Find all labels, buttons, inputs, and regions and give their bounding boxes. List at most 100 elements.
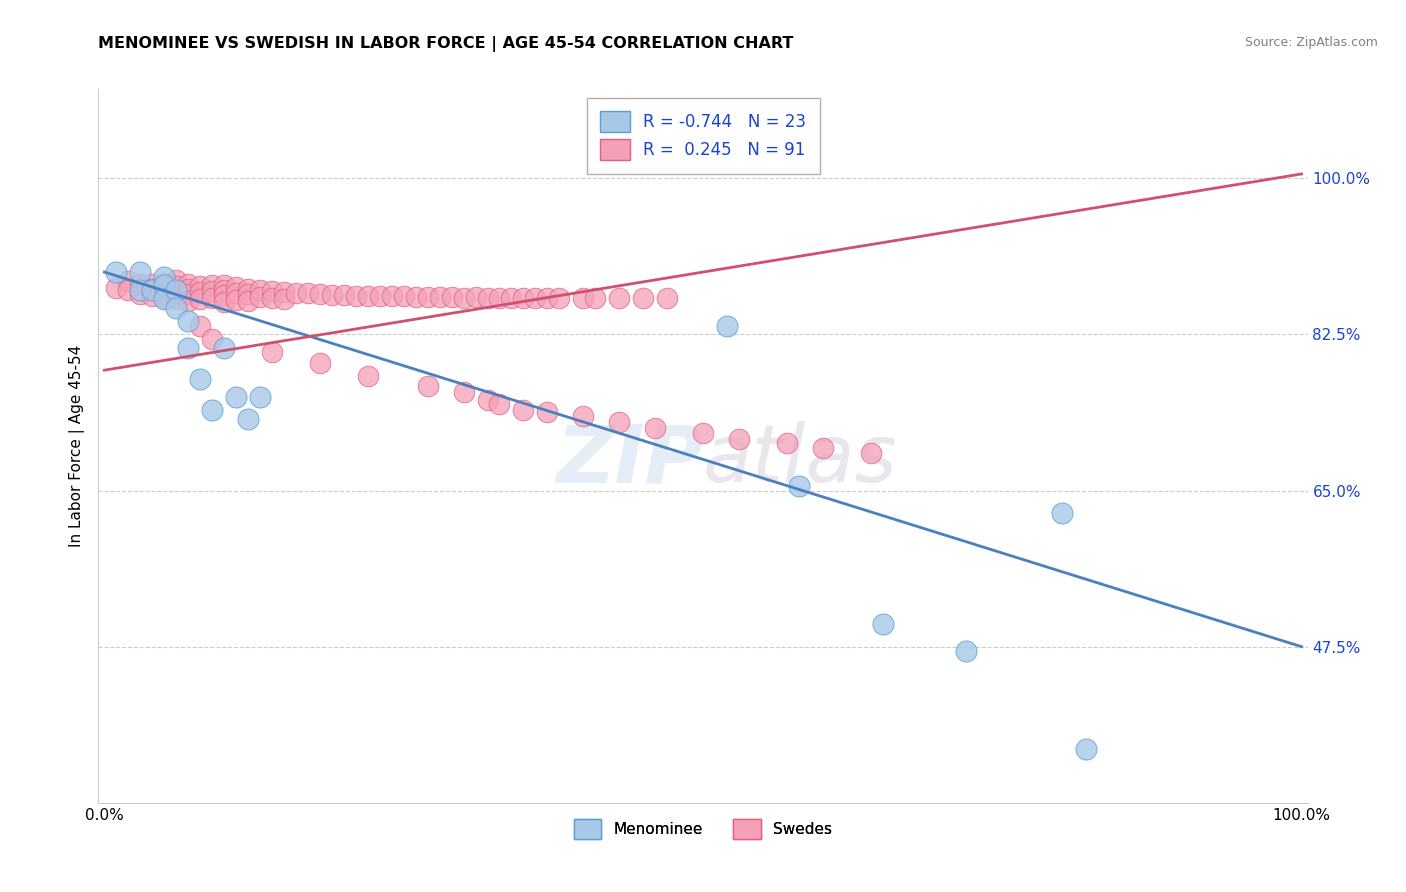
Point <box>188 318 211 333</box>
Point <box>236 287 259 301</box>
Point <box>1074 742 1097 756</box>
Point <box>153 269 176 284</box>
Point <box>273 292 295 306</box>
Point <box>344 289 367 303</box>
Point <box>117 283 139 297</box>
Point <box>488 291 510 305</box>
Point <box>260 291 283 305</box>
Point <box>201 278 224 293</box>
Point <box>655 291 678 305</box>
Point <box>477 291 499 305</box>
Point <box>859 446 882 460</box>
Point <box>153 291 176 305</box>
Point <box>212 341 235 355</box>
Point <box>284 285 307 300</box>
Point <box>607 415 630 429</box>
Point <box>501 291 523 305</box>
Text: MENOMINEE VS SWEDISH IN LABOR FORCE | AGE 45-54 CORRELATION CHART: MENOMINEE VS SWEDISH IN LABOR FORCE | AG… <box>98 36 794 52</box>
Point <box>524 291 547 305</box>
Point <box>536 291 558 305</box>
Point <box>249 390 271 404</box>
Point <box>165 285 187 299</box>
Point <box>477 392 499 407</box>
Point <box>297 286 319 301</box>
Point <box>572 409 595 423</box>
Point <box>416 290 439 304</box>
Point <box>368 289 391 303</box>
Point <box>583 291 606 305</box>
Point <box>512 291 534 305</box>
Point <box>249 283 271 297</box>
Point <box>153 278 176 293</box>
Point <box>309 287 332 301</box>
Point <box>357 289 380 303</box>
Point <box>607 291 630 305</box>
Point <box>188 285 211 299</box>
Point <box>787 479 810 493</box>
Point <box>129 277 152 291</box>
Point <box>117 274 139 288</box>
Point <box>165 283 187 297</box>
Point <box>129 283 152 297</box>
Point <box>333 288 356 302</box>
Point <box>260 284 283 298</box>
Point <box>177 314 200 328</box>
Point <box>165 273 187 287</box>
Point <box>129 265 152 279</box>
Point <box>357 369 380 384</box>
Point <box>631 291 654 305</box>
Point <box>236 412 259 426</box>
Point <box>153 276 176 290</box>
Point <box>201 284 224 298</box>
Point <box>153 282 176 296</box>
Point <box>453 385 475 400</box>
Point <box>201 403 224 417</box>
Point <box>188 279 211 293</box>
Point <box>405 290 427 304</box>
Point <box>512 403 534 417</box>
Point <box>692 425 714 440</box>
Point <box>644 421 666 435</box>
Point <box>776 436 799 450</box>
Point <box>309 356 332 370</box>
Point <box>488 397 510 411</box>
Point <box>572 291 595 305</box>
Point <box>381 289 404 303</box>
Point <box>225 285 247 300</box>
Y-axis label: In Labor Force | Age 45-54: In Labor Force | Age 45-54 <box>69 345 84 547</box>
Point <box>260 345 283 359</box>
Point <box>249 290 271 304</box>
Point <box>165 279 187 293</box>
Point <box>429 290 451 304</box>
Point <box>141 283 163 297</box>
Point <box>728 432 751 446</box>
Point <box>177 277 200 291</box>
Point <box>955 644 977 658</box>
Point <box>212 278 235 293</box>
Point <box>536 405 558 419</box>
Point <box>201 332 224 346</box>
Point <box>105 281 128 295</box>
Point <box>201 291 224 305</box>
Point <box>212 283 235 297</box>
Point <box>453 291 475 305</box>
Point <box>165 301 187 315</box>
Text: ZIP: ZIP <box>555 421 703 500</box>
Point <box>225 293 247 307</box>
Point <box>811 441 834 455</box>
Point <box>225 390 247 404</box>
Text: Source: ZipAtlas.com: Source: ZipAtlas.com <box>1244 36 1378 49</box>
Point <box>141 277 163 291</box>
Point <box>273 285 295 299</box>
Point <box>236 294 259 309</box>
Point <box>321 288 343 302</box>
Point <box>129 287 152 301</box>
Point <box>212 295 235 310</box>
Point <box>177 294 200 309</box>
Point <box>716 318 738 333</box>
Legend: Menominee, Swedes: Menominee, Swedes <box>568 814 838 845</box>
Point <box>165 292 187 306</box>
Point <box>1050 506 1073 520</box>
Point <box>105 265 128 279</box>
Point <box>141 282 163 296</box>
